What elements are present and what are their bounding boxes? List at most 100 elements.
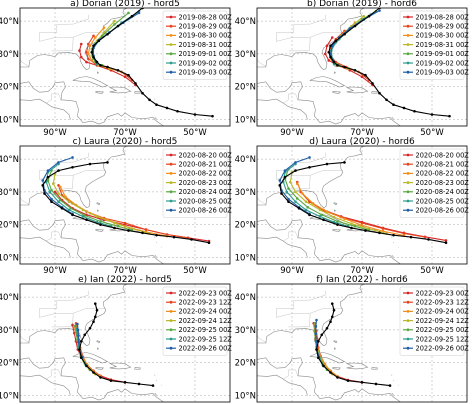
- coastline: [332, 367, 341, 370]
- legend-label: 2019-09-03 00Z: [179, 69, 233, 77]
- legend-swatch-dot: [406, 208, 410, 212]
- observed-point: [287, 200, 290, 204]
- observed-point: [388, 384, 392, 387]
- observed-point: [350, 226, 353, 230]
- state-border: [276, 152, 326, 180]
- observed-point: [106, 32, 109, 36]
- forecast-point: [67, 200, 71, 204]
- state-border: [283, 231, 299, 242]
- coastline: [134, 367, 141, 370]
- lon-tick-label: 50°W: [420, 266, 444, 276]
- lon-tick-label: 90°W: [43, 128, 67, 138]
- lon-tick-label: 50°W: [420, 128, 444, 138]
- state-border: [276, 308, 343, 318]
- observed-point: [211, 114, 214, 118]
- forecast-point: [86, 52, 90, 56]
- legend-label: 2022-09-23 12Z: [416, 299, 470, 307]
- legend-label: 2022-09-25 00Z: [179, 326, 233, 334]
- observed-point: [193, 113, 197, 116]
- legend-label: 2020-08-24 00Z: [179, 188, 233, 196]
- state-border: [257, 334, 267, 344]
- legend-label: 2019-09-02 00Z: [179, 59, 233, 67]
- forecast-point: [320, 213, 324, 217]
- legend-label: 2019-08-29 00Z: [179, 23, 233, 31]
- legend-label: 2020-08-25 00Z: [179, 197, 233, 205]
- state-border: [283, 93, 299, 104]
- lat-tick-label: 10°N: [235, 391, 256, 401]
- coastline: [346, 86, 369, 94]
- lon-tick-label: 90°W: [280, 128, 304, 138]
- observed-point: [308, 166, 311, 169]
- forecast-point: [325, 44, 329, 47]
- lat-tick-label: 10°N: [0, 253, 19, 263]
- legend-label: 2020-08-22 00Z: [179, 170, 233, 178]
- panel-title: f) Ian (2022) - hord6: [316, 275, 408, 285]
- forecast-point: [283, 169, 287, 172]
- legend-swatch-dot: [169, 153, 173, 157]
- coastline: [96, 340, 101, 344]
- coastline: [154, 254, 157, 258]
- legend-label: 2020-08-26 00Z: [416, 207, 470, 215]
- observed-point: [330, 315, 334, 319]
- coastline: [257, 284, 366, 346]
- forecast-point: [95, 63, 99, 66]
- coastline: [96, 202, 101, 206]
- observed-point: [278, 184, 282, 187]
- lat-tick-label: 20°N: [235, 83, 256, 93]
- legend-label: 2019-09-02 00Z: [416, 59, 470, 67]
- lat-tick-label: 40°N: [0, 17, 19, 27]
- legend-swatch-dot: [169, 162, 173, 166]
- forecast-point: [287, 187, 290, 190]
- forecast-point: [85, 50, 88, 54]
- coastline: [20, 8, 129, 70]
- lat-tick-label: 30°N: [0, 188, 19, 198]
- observed-point: [106, 65, 109, 69]
- observed-point: [353, 24, 357, 28]
- observed-point: [343, 65, 346, 69]
- forecast-point: [71, 156, 74, 159]
- coastline: [257, 81, 401, 126]
- observed-point: [329, 55, 332, 59]
- observed-point: [308, 213, 311, 217]
- state-border: [288, 37, 311, 52]
- legend-label: 2019-09-01 00Z: [179, 50, 233, 58]
- lat-tick-label: 30°N: [0, 50, 19, 60]
- panel-frame: [256, 7, 468, 127]
- state-border: [20, 334, 30, 344]
- observed-point: [329, 44, 332, 47]
- coastline: [96, 209, 99, 212]
- forecast-point: [350, 222, 353, 225]
- forecast-point: [381, 227, 385, 230]
- panel-f: f) Ian (2022) - hord690°W70°W50°W40°N30°…: [235, 275, 470, 403]
- observed-point: [109, 379, 113, 382]
- panel-a: a) Dorian (2019) - hord5 90°W 70°W 50°W 40°N…: [0, 0, 232, 138]
- forecast-point: [58, 198, 62, 202]
- observed-point: [60, 206, 64, 210]
- observed-point: [106, 161, 109, 164]
- state-border: [276, 290, 326, 318]
- forecast-point: [86, 42, 90, 46]
- observed-point: [41, 184, 45, 187]
- panel-b: b) Dorian (2019) - hord6 90°W 70°W 50°W 40°N…: [235, 0, 470, 138]
- legend-swatch-dot: [169, 43, 173, 46]
- observed-point: [85, 218, 88, 222]
- legend-label: 2020-08-21 00Z: [416, 161, 470, 169]
- forecast-point: [285, 190, 289, 194]
- observed-point: [353, 68, 357, 72]
- coastline: [154, 116, 157, 120]
- coastline: [391, 98, 393, 100]
- lon-tick-label: 70°W: [113, 266, 137, 276]
- forecast-point: [92, 34, 95, 38]
- coastline: [20, 284, 129, 346]
- state-border: [20, 58, 30, 68]
- observed-point: [336, 376, 339, 379]
- coastline: [95, 229, 104, 232]
- forecast-point: [315, 318, 318, 322]
- observed-point: [329, 371, 332, 374]
- forecast-point: [88, 44, 92, 47]
- forecast-point: [311, 202, 315, 205]
- forecast-point: [102, 26, 106, 29]
- observed-point: [46, 175, 50, 179]
- legend-swatch-dot: [406, 300, 410, 304]
- state-border: [46, 231, 62, 242]
